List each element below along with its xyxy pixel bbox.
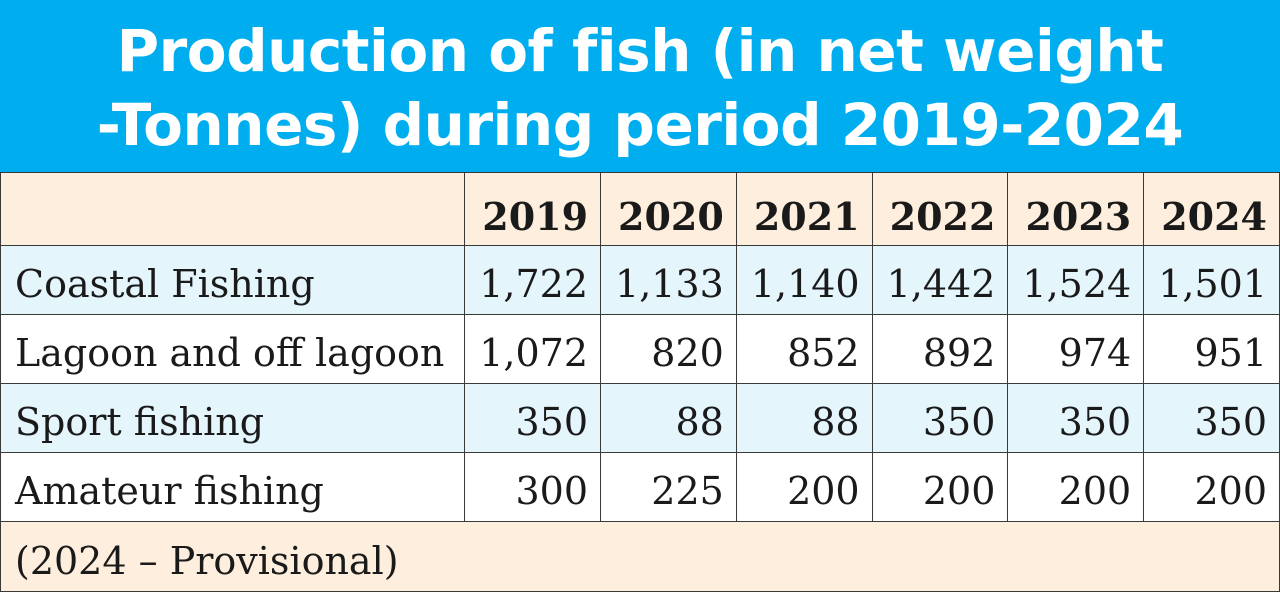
row-label: Amateur fishing — [0, 452, 466, 522]
value-cell: 1,722 — [464, 245, 602, 315]
table-title: Production of fish (in net weight -Tonne… — [0, 0, 1280, 172]
value-cell: 300 — [464, 452, 602, 522]
table-row: Coastal Fishing 1,722 1,133 1,140 1,442 1,524… — [0, 245, 1280, 315]
value-cell: 1,072 — [464, 314, 602, 384]
value-cell: 350 — [464, 383, 602, 453]
header-year-2022: 2022 — [871, 172, 1009, 246]
header-year-2024: 2024 — [1143, 172, 1280, 246]
title-line-2: -Tonnes) during period 2019-2024 — [96, 91, 1184, 159]
header-row: 2019 2020 2021 2022 2023 2024 — [0, 172, 1280, 246]
header-year-2020: 2020 — [600, 172, 737, 246]
value-cell: 951 — [1143, 314, 1280, 384]
header-empty-cell — [0, 172, 466, 246]
table-row: Sport fishing 350 88 88 350 350 350 — [0, 383, 1280, 453]
row-label: Lagoon and off lagoon — [0, 314, 466, 384]
table-row: Lagoon and off lagoon 1,072 820 852 892 974 95… — [0, 314, 1280, 384]
value-cell: 1,442 — [871, 245, 1009, 315]
value-cell: 1,140 — [735, 245, 873, 315]
value-cell: 200 — [871, 452, 1009, 522]
row-label: Coastal Fishing — [0, 245, 466, 315]
value-cell: 1,133 — [600, 245, 737, 315]
value-cell: 88 — [600, 383, 737, 453]
value-cell: 200 — [1007, 452, 1145, 522]
value-cell: 88 — [735, 383, 873, 453]
header-year-2021: 2021 — [735, 172, 873, 246]
value-cell: 350 — [1143, 383, 1280, 453]
row-label: Sport fishing — [0, 383, 466, 453]
value-cell: 974 — [1007, 314, 1145, 384]
footnote-row: (2024 – Provisional) — [0, 521, 1280, 592]
footnote: (2024 – Provisional) — [0, 521, 1280, 592]
value-cell: 225 — [600, 452, 737, 522]
table-row: Amateur fishing 300 225 200 200 200 200 — [0, 452, 1280, 522]
value-cell: 852 — [735, 314, 873, 384]
value-cell: 1,501 — [1143, 245, 1280, 315]
value-cell: 200 — [735, 452, 873, 522]
title-line-1: Production of fish (in net weight — [116, 17, 1164, 85]
value-cell: 200 — [1143, 452, 1280, 522]
value-cell: 820 — [600, 314, 737, 384]
production-table: 2019 2020 2021 2022 2023 2024 Coastal Fishing 1… — [0, 172, 1280, 592]
value-cell: 1,524 — [1007, 245, 1145, 315]
value-cell: 350 — [1007, 383, 1145, 453]
header-year-2019: 2019 — [464, 172, 602, 246]
value-cell: 350 — [871, 383, 1009, 453]
value-cell: 892 — [871, 314, 1009, 384]
header-year-2023: 2023 — [1007, 172, 1145, 246]
